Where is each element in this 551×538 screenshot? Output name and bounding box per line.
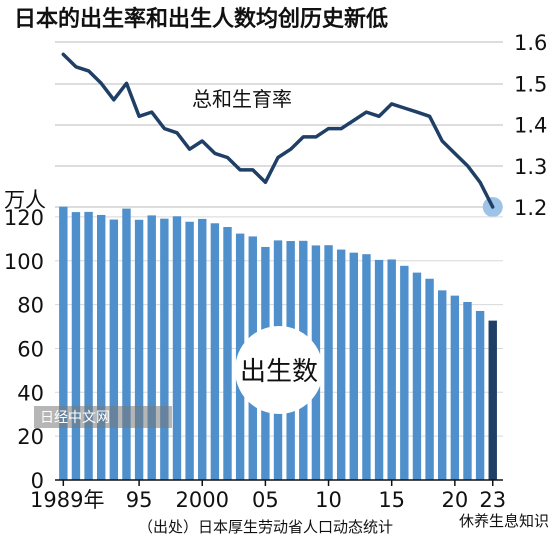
births-x-tick-label: 2000 xyxy=(176,488,229,512)
rate-y-tick-label: 1.4 xyxy=(514,114,547,138)
births-bar xyxy=(450,295,460,480)
births-bar xyxy=(362,254,371,480)
births-bar xyxy=(374,259,384,480)
births-unit-label: 万人 xyxy=(4,188,46,212)
births-bar xyxy=(488,320,497,480)
births-bar xyxy=(97,214,106,480)
rate-axis: 1.6 1.5 1.4 1.3 1.2 xyxy=(514,31,547,220)
births-x-tick-label: 15 xyxy=(378,488,405,512)
births-panel: 万人 0 20 40 60 80 100 120 1989年 95 2000 05 10 15 20 23… xyxy=(4,188,506,512)
births-y-tick-label: 40 xyxy=(17,381,44,405)
births-bar xyxy=(223,227,232,480)
births-bar xyxy=(59,206,68,480)
births-bar xyxy=(387,259,396,480)
births-x-tick-label: 20 xyxy=(441,488,468,512)
birth-rate-panel: 1.6 1.5 1.4 1.3 1.2 总和生育率 xyxy=(55,31,547,220)
births-bar xyxy=(109,219,119,481)
watermark-left-text: 日经中文网 xyxy=(40,410,110,426)
births-bar xyxy=(336,249,346,480)
births-bar xyxy=(198,218,207,480)
rate-series-line xyxy=(61,52,495,209)
births-y-tick-label: 100 xyxy=(4,250,44,274)
births-bar xyxy=(412,272,422,480)
watermark-right: 休养生息知识 xyxy=(459,512,549,530)
births-bar xyxy=(160,218,169,480)
source-note: （出处）日本厚生劳动省人口动态统计 xyxy=(138,518,393,536)
births-bar xyxy=(172,216,182,480)
chart-title: 日本的出生率和出生人数均创历史新低 xyxy=(14,6,388,32)
births-x-tick-label: 95 xyxy=(126,488,153,512)
births-x-tick-label: 23 xyxy=(479,488,506,512)
births-bar xyxy=(210,223,220,480)
births-bar xyxy=(71,212,81,480)
births-y-tick-label: 80 xyxy=(17,294,44,318)
births-series-label: 出生数 xyxy=(240,357,318,387)
births-bar xyxy=(147,215,156,480)
births-bar xyxy=(349,252,359,480)
births-y-tick-label: 20 xyxy=(17,425,44,449)
rate-series-label: 总和生育率 xyxy=(192,87,292,111)
births-bar xyxy=(425,278,434,480)
births-bar xyxy=(185,221,194,480)
births-y-axis: 0 20 40 60 80 100 120 xyxy=(4,206,44,493)
births-y-tick-label: 60 xyxy=(17,337,44,361)
rate-y-tick-label: 1.3 xyxy=(514,155,547,179)
births-y-tick-label: 120 xyxy=(4,206,44,230)
births-bar xyxy=(400,265,409,480)
births-bar xyxy=(134,219,144,480)
rate-y-tick-label: 1.6 xyxy=(514,31,547,55)
watermark-left: 日经中文网 xyxy=(34,406,172,428)
births-x-axis: 1989年 95 2000 05 10 15 20 23 xyxy=(30,480,506,512)
births-x-tick-label: 10 xyxy=(315,488,342,512)
births-x-tick-label: 1989年 xyxy=(30,488,104,512)
rate-y-tick-label: 1.5 xyxy=(514,72,547,96)
rate-y-tick-label: 1.2 xyxy=(514,196,547,220)
births-bar xyxy=(438,290,447,480)
births-bar xyxy=(475,310,485,480)
births-y-tick-label: 0 xyxy=(31,469,44,493)
births-x-tick-label: 05 xyxy=(252,488,279,512)
births-bar xyxy=(463,301,472,480)
births-bar xyxy=(84,211,93,480)
births-label-badge xyxy=(235,326,323,414)
births-bar xyxy=(324,245,333,480)
births-bar xyxy=(122,208,131,481)
